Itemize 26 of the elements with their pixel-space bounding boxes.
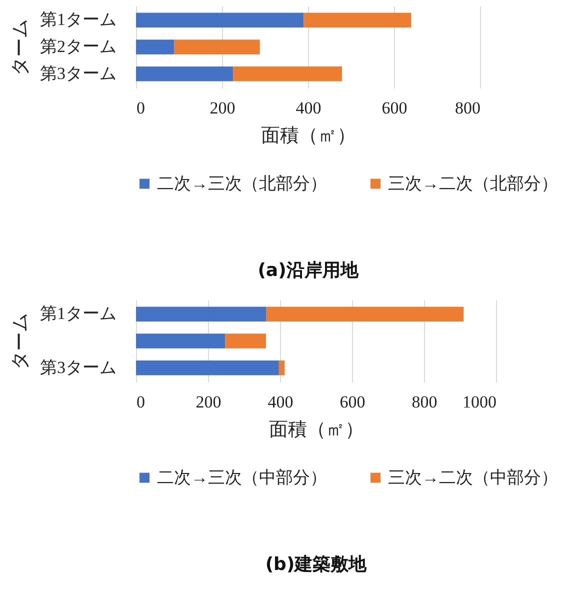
- y-tick-label: 第3ターム: [40, 358, 116, 377]
- x-tick-label: 800: [455, 98, 480, 118]
- x-tick-label: 1000: [462, 392, 496, 412]
- x-tick-label: 800: [412, 392, 438, 412]
- y-axis-title: ターム: [10, 313, 31, 370]
- x-tick-label: 200: [196, 392, 222, 412]
- x-tick-label: 600: [340, 392, 366, 412]
- y-tick-label: 第3ターム: [40, 64, 116, 83]
- y-axis-title: ターム: [10, 19, 31, 76]
- x-tick-label: 600: [382, 98, 408, 118]
- text: (a)沿岸用地: [258, 260, 360, 281]
- legend-label: 三次→二次（中部分）: [388, 468, 558, 487]
- x-tick-label: 0: [136, 392, 145, 412]
- legend-label: 二次→三次（北部分）: [157, 174, 327, 193]
- y-tick-label: 第1ターム: [40, 304, 116, 324]
- legend-label: 二次→三次（中部分）: [157, 468, 327, 487]
- y-tick-label: 第2ターム: [40, 37, 116, 56]
- x-tick-label: 200: [210, 98, 236, 118]
- x-tick-label: 0: [136, 98, 145, 118]
- text: (b)建築敷地: [265, 554, 368, 575]
- x-axis-title: 面積（㎡）: [269, 420, 364, 440]
- x-axis-title: 面積（㎡）: [261, 126, 356, 146]
- x-tick-label: 400: [268, 392, 294, 412]
- legend-label: 三次→二次（北部分）: [388, 174, 558, 193]
- x-tick-label: 400: [296, 98, 322, 118]
- y-tick-label: 第1ターム: [40, 10, 116, 30]
